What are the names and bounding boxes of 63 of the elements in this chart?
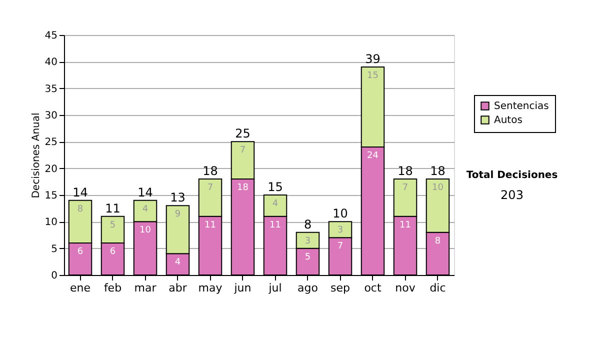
total-label: 39: [365, 52, 380, 66]
total-label: 13: [170, 190, 186, 205]
data-label: 4: [272, 199, 278, 209]
x-tick-label: abr: [168, 282, 188, 294]
total-label: 10: [332, 206, 348, 221]
y-tick-label: 15: [44, 190, 58, 202]
text: Total Decisiones: [466, 170, 558, 181]
x-tick-label: feb: [104, 282, 122, 294]
data-label: 3: [304, 236, 311, 246]
x-tick-label: may: [198, 282, 223, 294]
y-tick-label: 5: [51, 244, 58, 255]
x-tick-label: jul: [268, 282, 282, 294]
data-label: 7: [402, 183, 408, 193]
data-label: 5: [110, 220, 116, 230]
total-label: 18: [398, 164, 413, 178]
y-tick-label: 10: [44, 217, 58, 228]
x-tick-label: ene: [70, 282, 91, 294]
total-label: 18: [202, 164, 218, 178]
data-label: 11: [270, 220, 281, 230]
data-label: 24: [367, 151, 379, 161]
data-label: 11: [204, 220, 216, 230]
legend-label: Autos: [494, 115, 522, 126]
data-label: 4: [142, 204, 148, 214]
data-label: 8: [434, 236, 441, 246]
data-label: 15: [367, 71, 378, 81]
x-tick-label: oct: [364, 282, 382, 294]
y-tick-label: 30: [44, 110, 58, 122]
y-tick-label: 20: [44, 164, 58, 175]
x-tick-label: nov: [395, 282, 416, 294]
data-label: 6: [110, 247, 116, 257]
data-label: 8: [77, 204, 84, 214]
x-tick-label: mar: [134, 282, 157, 294]
total-label: 8: [304, 217, 312, 232]
x-tick-label: dic: [430, 282, 446, 294]
data-label: 9: [174, 210, 181, 220]
data-label: 6: [77, 247, 84, 257]
legend-label: Sentencias: [494, 101, 549, 112]
text: 203: [500, 188, 524, 202]
x-tick-label: sep: [330, 282, 350, 294]
y-tick-label: 45: [44, 30, 58, 42]
y-axis-title: Decisiones Anual: [30, 112, 42, 198]
x-tick-label: ago: [298, 282, 318, 294]
y-tick-label: 35: [44, 84, 58, 95]
total-label: 18: [430, 164, 446, 178]
total-label: 14: [138, 185, 153, 200]
data-label: 7: [337, 242, 344, 252]
data-label: 7: [240, 146, 246, 156]
data-label: 4: [174, 258, 181, 268]
data-label: 5: [304, 252, 311, 262]
data-label: 3: [337, 226, 344, 236]
y-tick-label: 0: [51, 270, 58, 282]
data-label: 11: [400, 220, 411, 230]
y-tick-label: 25: [44, 137, 58, 148]
data-label: 10: [432, 183, 444, 193]
total-label: 14: [72, 185, 88, 200]
y-tick-label: 40: [44, 57, 58, 68]
total-label: 25: [235, 126, 250, 141]
total-label: 15: [268, 180, 283, 194]
total-label: 11: [105, 201, 120, 216]
data-label: 10: [140, 226, 152, 236]
data-label: 7: [207, 183, 214, 193]
data-label: 18: [237, 183, 249, 193]
x-tick-label: jun: [233, 282, 252, 294]
